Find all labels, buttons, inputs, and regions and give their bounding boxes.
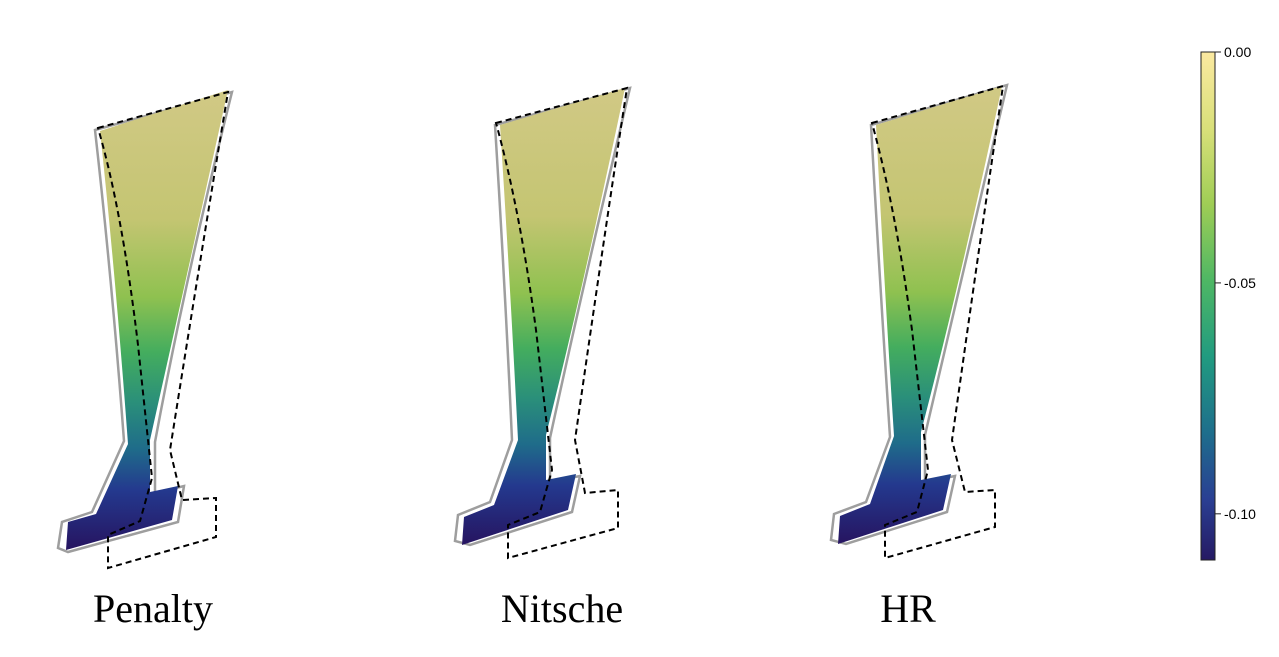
panel-label-nitsche: Nitsche <box>501 586 623 631</box>
colorbar-tick-label: 0.00 <box>1224 44 1251 60</box>
colorbar-tick-label: -0.05 <box>1224 275 1256 291</box>
deformed-field-nitsche <box>462 88 625 545</box>
deformed-field-hr <box>838 86 1002 544</box>
colorbar-tick-label: -0.10 <box>1224 506 1256 522</box>
deformed-outline-penalty <box>56 90 234 554</box>
deformed-outline-nitsche <box>453 86 632 547</box>
colorbar: 0.00 -0.05 -0.10 <box>1200 44 1256 561</box>
panel-label-penalty: Penalty <box>93 586 213 631</box>
panel-hr: HR <box>829 83 1009 631</box>
panel-penalty: Penalty <box>56 90 234 631</box>
panel-label-hr: HR <box>880 586 936 631</box>
reference-outline-penalty <box>96 90 230 570</box>
deformed-outline-hr <box>829 83 1009 546</box>
colorbar-ticks: 0.00 -0.05 -0.10 <box>1215 44 1256 522</box>
panel-nitsche: Nitsche <box>453 86 632 631</box>
colorbar-bar <box>1200 51 1216 561</box>
deformed-field-penalty <box>66 90 228 550</box>
reference-outline-hr <box>870 84 1005 560</box>
reference-outline-nitsche <box>494 86 629 560</box>
